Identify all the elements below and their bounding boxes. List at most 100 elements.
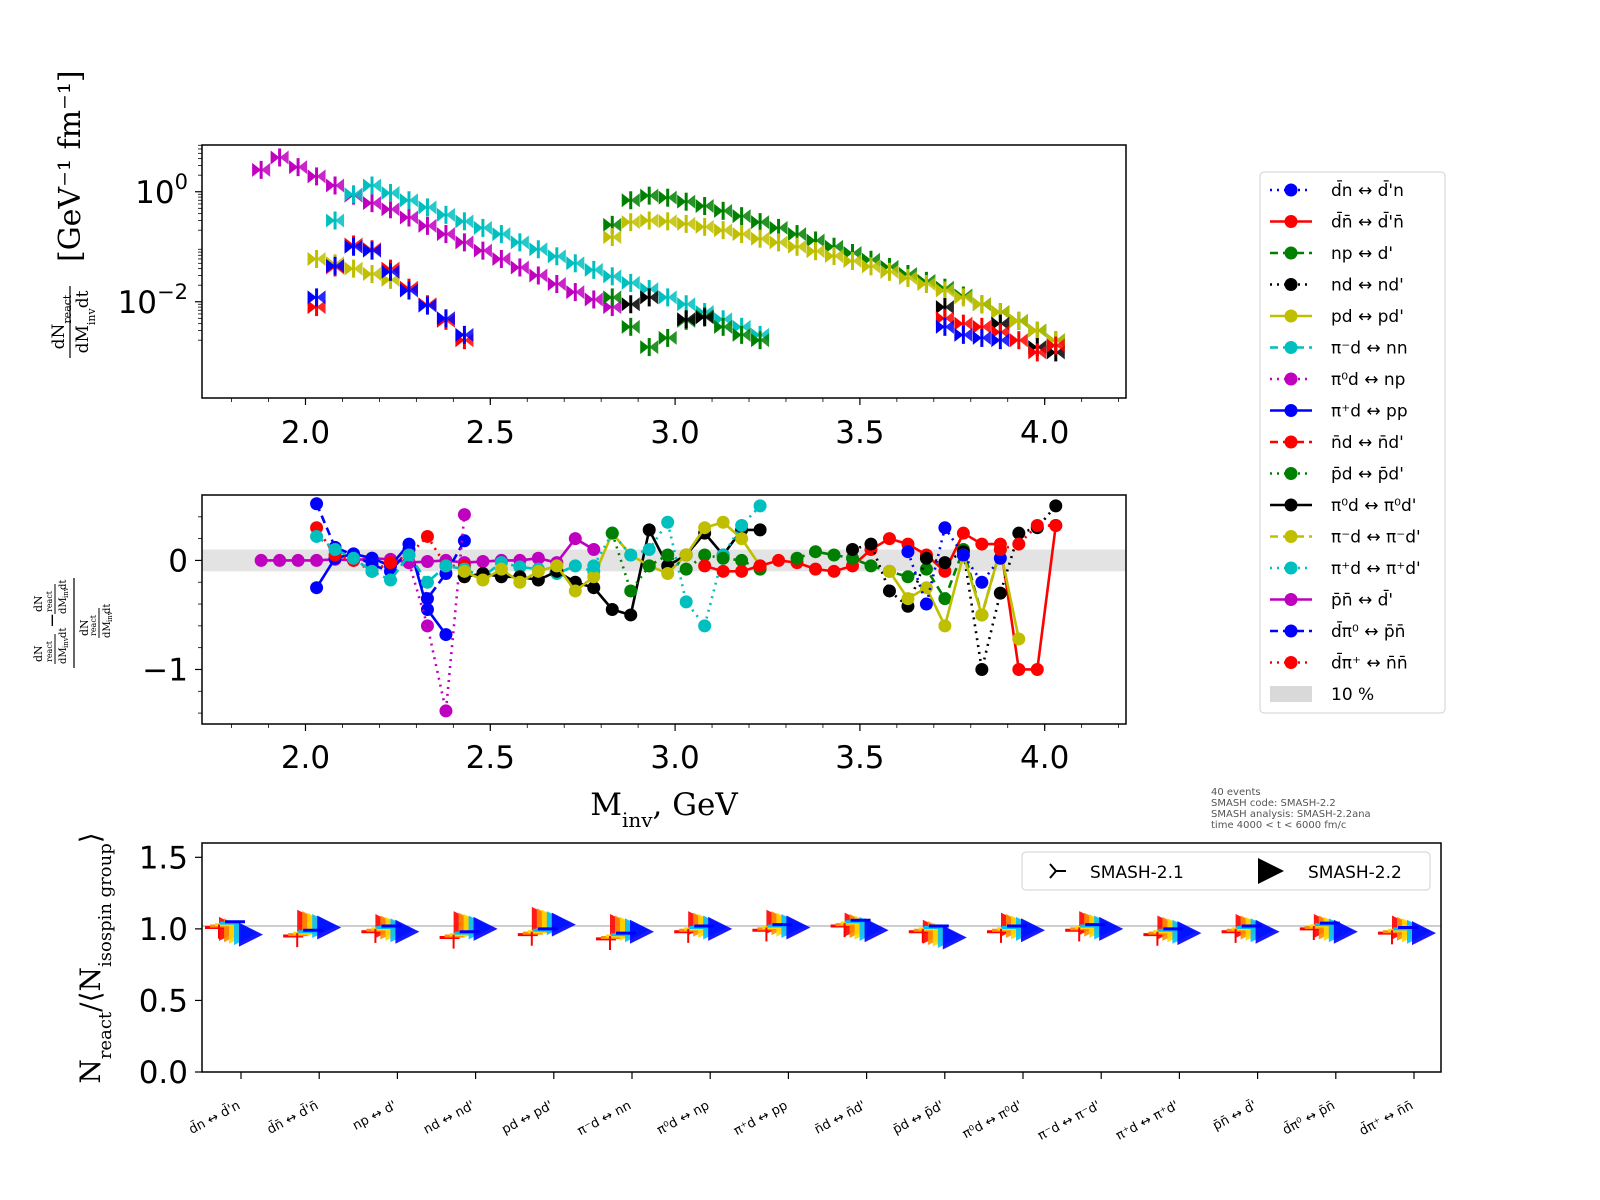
top-point-s2-0 [307,249,326,268]
legend-swatch [1270,686,1312,702]
top-point-s9-5 [1028,343,1047,362]
legend-label: np ↔ d' [1331,244,1393,264]
ratio-point-12-11 [1049,499,1063,513]
top-point-s0-8 [399,208,418,227]
ratio-point-11-2 [827,548,841,562]
ratio-point-12-8 [993,586,1007,600]
category-label-0: d̄n ↔ d̄'n [186,1098,242,1138]
top-point-s5-2 [640,186,659,205]
top-point-s1-19 [677,295,696,314]
legend-item-10: π⁰d ↔ π⁰d' [1270,496,1416,516]
ratio-point-7-2 [494,562,508,576]
ratio-line-5 [315,535,595,585]
bar-group-5 [596,914,654,951]
legend-marker [1284,561,1298,575]
top-point-s8-0 [621,295,640,314]
category-label-15: d̄π⁺ ↔ n̄n̄ [1357,1098,1416,1139]
ratio-point-7-4 [531,564,545,578]
ratio-point-13-5 [975,608,989,622]
middle-y-ticks: 0 −1 [142,516,202,714]
y-tick-label: 0.5 [139,983,188,1019]
top-plot-frame [201,144,1127,399]
ratio-point-7-12 [679,548,693,562]
ratio-point-6-10 [642,523,656,537]
top-point-s5-7 [732,207,751,226]
legend-label: π⁺d ↔ pp [1331,402,1408,422]
ratio-point-12-7 [975,662,989,676]
top-point-s0-1 [270,148,289,167]
y-tick-label: 10−2 [118,280,188,321]
legend-smash22: SMASH-2.2 [1308,863,1402,883]
x-tick-label: 3.0 [650,415,699,451]
bar-group-13 [1221,914,1280,944]
top-point-s0-13 [492,249,511,268]
ratio-point-10-2 [735,564,749,578]
svg-text:dM: dM [58,597,69,614]
top-point-s5-8 [751,213,770,232]
category-label-14: d̄π⁰ ↔ p̄n̄ [1280,1098,1338,1138]
bar-group-9 [908,919,967,950]
ratio-point-2-0 [310,581,324,595]
smash22-mark [473,916,498,941]
legend-item-8: n̄d ↔ n̄d' [1270,433,1404,453]
smash22-mark [1333,919,1358,944]
top-point-s9-4 [1009,331,1028,350]
legend-label: 10 % [1331,685,1374,705]
top-point-s0-14 [510,258,529,277]
top-point-s4-0 [307,288,326,307]
ylabel-units: [GeV⁻¹ fm⁻¹] [53,70,88,262]
bar-group-3 [439,911,498,949]
legend-label: π⁺d ↔ π⁺d' [1331,559,1421,579]
ratio-point-10-7 [827,564,841,578]
x-tick-label: 2.5 [466,740,515,776]
legend-item-9: p̄d ↔ p̄d' [1270,465,1404,485]
ratio-point-2-3 [365,551,379,565]
ratio-point-5-3 [365,564,379,578]
top-point-s0-4 [326,176,345,195]
top-point-s6-16 [898,269,917,288]
bar-group-4 [517,906,576,946]
ratio-point-14-0 [901,545,915,559]
x-tick-label: 4.0 [1020,740,1069,776]
legend-marker [1284,435,1298,449]
y-tick-label: 0.0 [139,1055,188,1091]
ratio-point-8-8 [735,519,749,533]
middle-y-axis-label: dN react dM inv dt − dN react dM inv dt … [32,578,114,668]
svg-text:react: react [45,590,54,612]
top-point-s10-1 [954,325,973,344]
category-label-5: π⁻d ↔ nn [575,1098,634,1139]
ratio-point-1-0 [310,497,324,511]
top-point-s7-3 [658,328,677,347]
x-tick-label: 3.0 [650,740,699,776]
legend-item-11: π⁻d ↔ π⁻d' [1270,528,1421,548]
top-point-s0-12 [473,241,492,260]
top-point-s7-2 [640,338,659,357]
x-tick-label: 2.5 [466,415,515,451]
ratio-point-10-6 [809,562,823,576]
top-point-s5-5 [695,197,714,216]
top-point-s1-7 [455,212,474,231]
ratio-point-5-0 [310,529,324,543]
top-point-s1-2 [363,176,382,195]
legend-item-14: d̄π⁰ ↔ p̄n̄ [1270,620,1405,642]
smash22-mark [708,916,733,941]
top-point-s6-11 [806,242,825,261]
y-tick-label: 0 [168,543,188,579]
ratio-point-11-6 [901,570,915,584]
smash22-mark [1021,918,1045,943]
legend-label: nd ↔ nd' [1331,276,1404,296]
legend-item-12: π⁺d ↔ π⁺d' [1270,559,1421,579]
smash22-mark [864,918,889,943]
ratio-point-12-2 [882,584,896,598]
top-point-s1-15 [603,267,622,286]
category-label-3: nd ↔ nd' [421,1098,477,1137]
top-point-s4-3 [363,241,382,260]
top-point-s0-6 [363,194,382,213]
top-point-s1-1 [344,185,363,204]
top-point-s6-2 [640,211,659,230]
smash22-mark [239,922,263,947]
smash22-mark [1255,919,1280,944]
bar-group-10 [987,912,1045,943]
legend-smash21: SMASH-2.1 [1090,863,1184,883]
ratio-point-7-0 [457,564,471,578]
